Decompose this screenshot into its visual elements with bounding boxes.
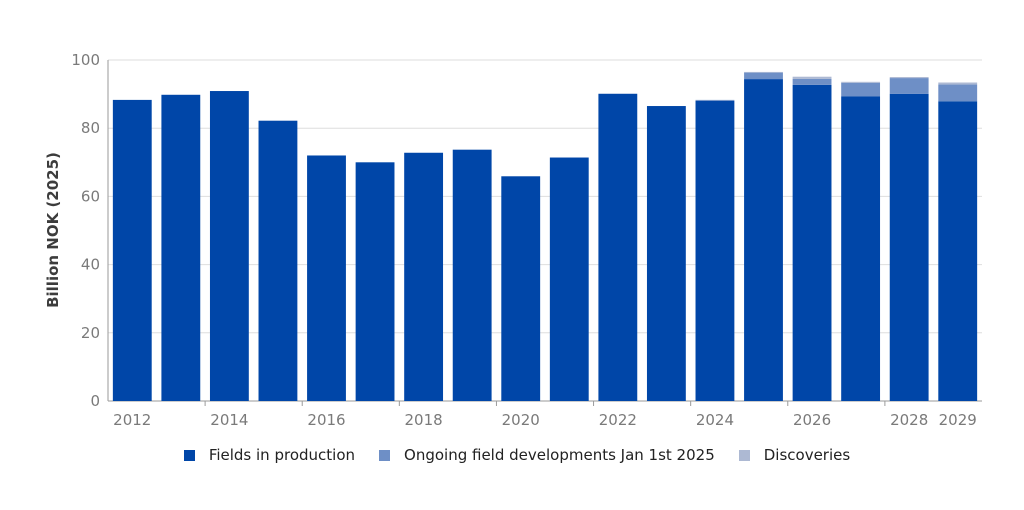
x-tick-label: 2024 (696, 411, 734, 429)
y-tick-label: 0 (90, 392, 100, 410)
y-tick-labels: 0 20 40 60 80 100 (71, 51, 100, 410)
bar-2017-series-0 (355, 162, 395, 401)
bar-2029-series-0 (938, 101, 978, 402)
legend-item-ongoing-developments: Ongoing field developments Jan 1st 2025 (379, 446, 715, 464)
gridlines (108, 59, 982, 334)
legend-item-fields-in-production: Fields in production (183, 446, 356, 464)
bar-2028-series-0 (889, 93, 929, 401)
axes (107, 60, 982, 406)
bar-2024-series-1 (695, 99, 735, 101)
bar-2029-series-2 (938, 82, 978, 85)
bar-2012-series-0 (112, 99, 152, 401)
y-tick-label: 60 (81, 187, 100, 205)
bar-2016-series-0 (307, 155, 346, 401)
x-tick-label: 2026 (793, 411, 831, 429)
legend-swatch-fields-in-production (183, 449, 195, 461)
legend-label: Discoveries (763, 446, 851, 464)
x-tick-label: 2022 (599, 411, 637, 429)
bar-chart: 0 20 40 60 80 100 2012 2014 2016 2018 2020 2022 202… (44, 51, 982, 429)
bar-2029-series-1 (938, 84, 978, 102)
bar-2027-series-1 (841, 82, 881, 97)
bar-2026-series-2 (792, 76, 832, 79)
x-tick-label: 2016 (307, 411, 345, 429)
legend-swatch-ongoing-developments (379, 449, 391, 461)
x-tick-labels: 2012 2014 2016 2018 2020 2022 2024 2026 2028 2029 (113, 411, 977, 429)
bars (112, 71, 978, 402)
bar-2018-series-0 (404, 152, 444, 401)
bar-2019-series-0 (452, 149, 492, 401)
x-tick-label: 2028 (890, 411, 928, 429)
bar-2025-series-1 (744, 72, 783, 80)
bar-2023-series-0 (646, 106, 686, 401)
y-tick-label: 20 (81, 324, 100, 342)
bar-2027-series-0 (841, 96, 881, 401)
legend-label: Ongoing field developments Jan 1st 2025 (404, 446, 715, 464)
bar-2015-series-0 (258, 120, 298, 401)
y-tick-label: 40 (81, 256, 100, 274)
bar-2028-series-1 (889, 78, 929, 94)
x-tick-label: 2014 (210, 411, 248, 429)
legend: Fields in production Ongoing field devel… (0, 446, 1024, 464)
bar-2024-series-0 (695, 100, 735, 402)
bar-2022-series-0 (598, 93, 638, 401)
bar-2021-series-0 (549, 157, 589, 401)
bar-2025-series-2 (744, 71, 783, 73)
legend-item-discoveries: Discoveries (738, 446, 851, 464)
x-tick-label: 2012 (113, 411, 151, 429)
x-tick-label: 2029 (939, 411, 977, 429)
bar-2020-series-0 (501, 176, 541, 401)
bar-2026-series-1 (792, 78, 832, 85)
bar-2025-series-0 (744, 79, 783, 401)
bar-2028-series-2 (889, 77, 929, 79)
bar-2014-series-0 (209, 91, 249, 401)
legend-swatch-discoveries (738, 449, 750, 461)
legend-label: Fields in production (208, 446, 356, 464)
y-tick-label: 100 (71, 51, 100, 69)
y-axis-label: Billion NOK (2025) (44, 152, 62, 308)
x-tick-label: 2020 (502, 411, 540, 429)
bar-2027-series-2 (841, 81, 881, 83)
bar-2013-series-0 (161, 94, 201, 402)
x-tick-label: 2018 (405, 411, 443, 429)
bar-2026-series-0 (792, 84, 832, 401)
y-tick-label: 80 (81, 119, 100, 137)
